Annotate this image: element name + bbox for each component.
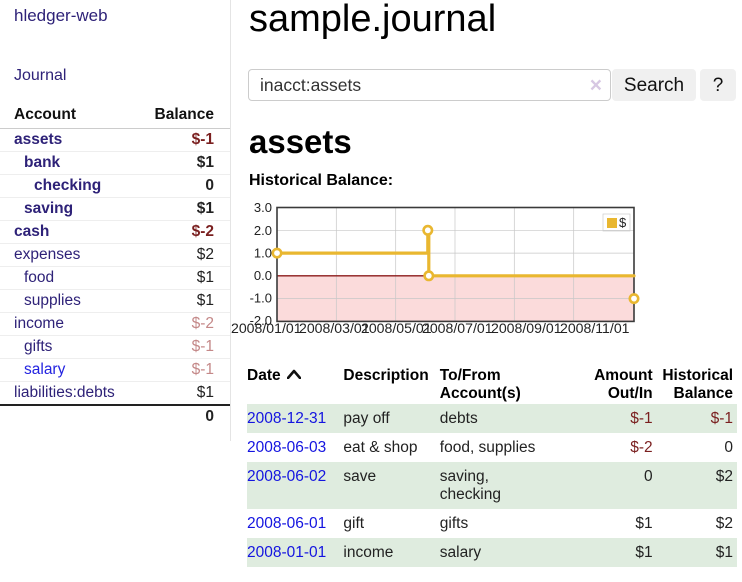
svg-text:0.0: 0.0	[254, 268, 272, 283]
svg-text:3.0: 3.0	[254, 200, 272, 215]
svg-text:$: $	[619, 215, 627, 230]
svg-text:2008/09/01: 2008/09/01	[491, 320, 562, 336]
svg-text:2008/11/01: 2008/11/01	[560, 320, 630, 336]
svg-text:2.0: 2.0	[254, 223, 272, 238]
svg-text:2008/03/01: 2008/03/01	[299, 320, 370, 336]
svg-text:1.0: 1.0	[254, 246, 272, 261]
svg-text:2008/07/01: 2008/07/01	[422, 320, 493, 336]
svg-text:2008/01/01: 2008/01/01	[231, 320, 302, 336]
svg-text:-1.0: -1.0	[250, 291, 272, 306]
